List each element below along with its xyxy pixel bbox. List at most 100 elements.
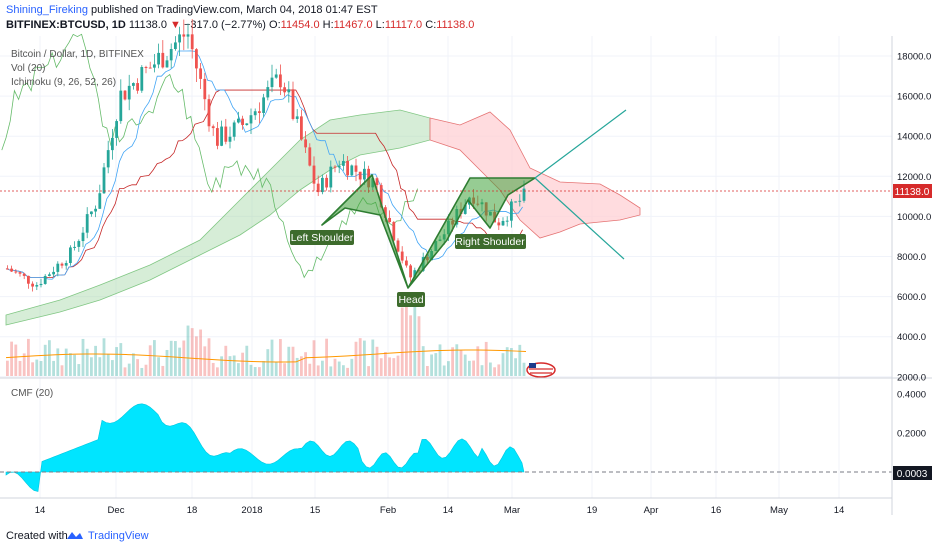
volume-bar	[165, 349, 169, 376]
cmf-axis[interactable]: 0.4000 0.2000	[897, 390, 926, 440]
candle-body	[111, 137, 114, 151]
time-tick-label: 14	[35, 505, 46, 516]
volume-bar	[186, 325, 190, 376]
candle-body	[18, 272, 22, 274]
price-tick-label: 8000.0	[897, 252, 926, 263]
price-tick-label: 12000.0	[897, 172, 931, 183]
trendline-up[interactable]	[534, 109, 627, 179]
candle-body	[48, 274, 51, 276]
candle-body	[127, 85, 131, 100]
price-chart[interactable]: Left Shoulder Head Right Shoulder 18000.…	[0, 0, 932, 522]
down-arrow-icon: ▼	[170, 19, 181, 31]
price-axis[interactable]: 18000.0 16000.0 14000.0 12000.0 10000.0 8000.…	[897, 52, 931, 384]
candle-body	[510, 201, 513, 221]
candle-body	[396, 240, 400, 252]
candle-body	[43, 275, 47, 284]
legend-volume[interactable]: Vol (20)	[11, 63, 46, 74]
candle-body	[60, 263, 64, 266]
trendline-down[interactable]	[534, 177, 625, 260]
volume-bar	[211, 362, 215, 376]
symbol-label[interactable]: BITFINEX:BTCUSD, 1D	[6, 19, 126, 31]
tradingview-link[interactable]: TradingView	[88, 530, 149, 542]
volume-bar	[56, 348, 60, 376]
time-tick-label: 16	[711, 505, 722, 516]
price-change: −317.0 (−2.77%)	[184, 19, 266, 31]
candle-body	[379, 185, 383, 208]
candle-body	[10, 268, 13, 272]
candle-body	[497, 222, 501, 226]
candle-body	[514, 201, 517, 203]
candle-body	[413, 270, 417, 278]
candle-body	[501, 220, 505, 226]
right-shoulder-label[interactable]: Right Shoulder	[455, 234, 526, 249]
left-shoulder-label[interactable]: Left Shoulder	[290, 230, 354, 245]
volume-bar	[510, 348, 513, 376]
created-with-text: Created with	[6, 530, 68, 542]
volume-bar	[342, 365, 345, 376]
candle-body	[119, 90, 123, 122]
volume-bar	[472, 360, 475, 376]
candle-body	[325, 177, 328, 188]
legend-title[interactable]: Bitcoin / Dollar, 1D, BITFINEX	[11, 49, 144, 60]
time-tick-label: Mar	[504, 505, 520, 516]
tradingview-logo-icon	[67, 532, 83, 539]
volume-bar	[337, 361, 341, 376]
candle-body	[266, 87, 270, 98]
candle-body	[90, 211, 93, 215]
price-tick-label: 2000.0	[897, 372, 926, 383]
current-cmf-text: 0.0003	[897, 469, 928, 480]
current-price-badge: 11138.0	[893, 184, 932, 198]
volume-bar	[73, 354, 76, 376]
volume-bar	[69, 353, 72, 376]
time-tick-label: 14	[443, 505, 454, 516]
volume-bar	[363, 340, 366, 376]
volume-bar	[484, 341, 488, 376]
volume-bar	[10, 341, 13, 376]
volume-bar	[287, 346, 291, 376]
head-shoulders-pattern[interactable]	[321, 174, 536, 289]
candle-body	[329, 166, 333, 188]
candle-body	[14, 271, 18, 273]
volume-bar	[274, 361, 278, 376]
candle-body	[287, 89, 291, 93]
candle-body	[228, 136, 232, 142]
volume-bar	[199, 329, 202, 376]
ohlc-line: BITFINEX:BTCUSD, 1D 11138.0 ▼ −317.0 (−2…	[6, 19, 474, 31]
candle-body	[165, 60, 169, 68]
candle-body	[400, 251, 404, 261]
legend-cmf[interactable]: CMF (20)	[11, 388, 54, 399]
low-label: L:	[375, 19, 385, 31]
volume-bar	[392, 358, 396, 376]
close-value: 11138.0	[436, 19, 475, 31]
volume-bar	[304, 352, 307, 376]
candle-body	[392, 222, 396, 241]
candle-body	[6, 268, 9, 270]
volume-bar	[77, 364, 81, 376]
author-link[interactable]: Shining_Fireking	[6, 4, 88, 16]
legend-ichimoku[interactable]: Ichimoku (9, 26, 52, 26)	[11, 77, 117, 88]
volume-bar	[241, 352, 244, 376]
volume-bar	[39, 361, 43, 376]
volume-bar	[426, 365, 429, 376]
volume-bar	[447, 361, 450, 376]
volume-bar	[258, 367, 261, 376]
candle-body	[245, 123, 249, 126]
candle-body	[375, 178, 379, 186]
volume-bar	[85, 348, 89, 376]
candle-body	[291, 89, 295, 119]
head-label[interactable]: Head	[397, 292, 425, 307]
candle-body	[384, 207, 387, 218]
volume-bar	[216, 367, 219, 376]
candle-body	[312, 165, 316, 184]
volume-bar	[14, 344, 18, 376]
volume-bar	[249, 364, 253, 376]
candle-body	[144, 67, 148, 69]
footer: Created with TradingView	[0, 522, 932, 550]
candle-body	[136, 83, 139, 91]
volume-bar	[388, 357, 391, 376]
volume-bar	[430, 354, 433, 376]
volume-bar	[106, 353, 110, 376]
time-axis[interactable]: 14 Dec 18 2018 15 Feb 14 Mar 19 Apr 16 May 14	[35, 505, 845, 516]
ichimoku-lagging-span	[1, 33, 418, 279]
volume-bar	[262, 361, 265, 376]
